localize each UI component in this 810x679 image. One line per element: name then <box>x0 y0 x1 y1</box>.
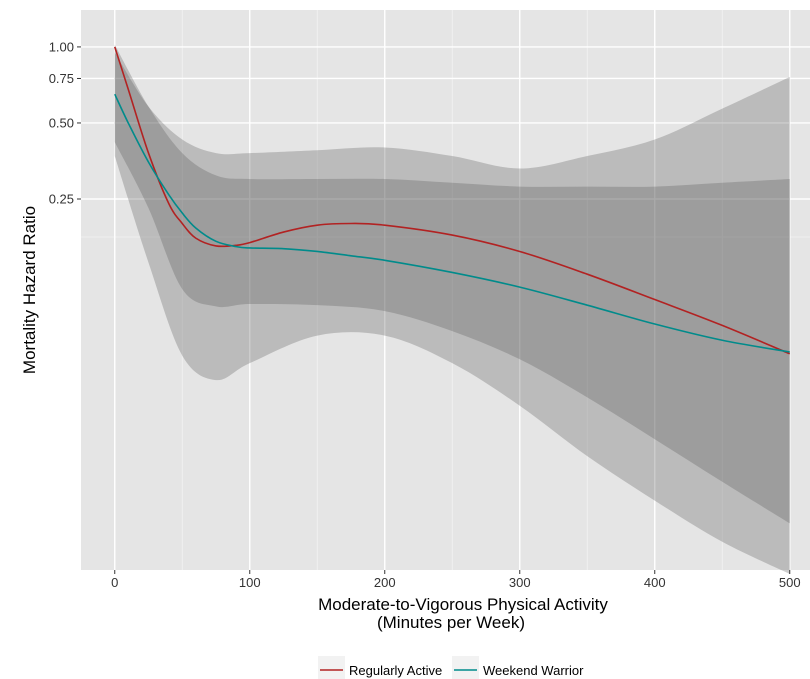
legend-key-regularly-active <box>318 656 345 679</box>
line-regularly-active <box>113 46 791 355</box>
series-lines <box>113 46 791 355</box>
legend-key-weekend-warrior <box>452 656 479 679</box>
minor-gridlines <box>81 10 810 570</box>
confidence-bands <box>114 44 790 574</box>
y-axis-title: Mortality Hazard Ratio <box>20 206 39 374</box>
x-tick-label: 400 <box>644 575 666 590</box>
y-tick-label: 0.50 <box>49 115 74 130</box>
legend-label-regularly-active: Regularly Active <box>349 663 442 678</box>
x-tick-label: 0 <box>111 575 118 590</box>
major-gridlines <box>81 10 810 570</box>
y-tick-label: 1.00 <box>49 39 74 54</box>
confidence-band-regularly-active <box>114 44 790 524</box>
y-axis: 1.00 0.75 0.50 0.25 <box>49 39 81 207</box>
x-tick-label: 500 <box>779 575 801 590</box>
line-weekend-warrior <box>114 93 790 353</box>
plot-panel <box>81 10 810 570</box>
x-axis-title-line1: Moderate-to-Vigorous Physical Activity <box>318 595 608 614</box>
x-tick-label: 200 <box>374 575 396 590</box>
x-tick-label: 100 <box>239 575 261 590</box>
legend: Regularly Active Weekend Warrior <box>318 656 584 679</box>
y-tick-label: 0.75 <box>49 71 74 86</box>
y-tick-label: 0.25 <box>49 192 74 207</box>
x-tick-label: 300 <box>509 575 531 590</box>
x-axis-title-line2: (Minutes per Week) <box>377 613 525 632</box>
confidence-band-weekend-warrior <box>114 52 790 574</box>
legend-label-weekend-warrior: Weekend Warrior <box>483 663 584 678</box>
x-axis: 0 100 200 300 400 500 <box>111 570 801 590</box>
